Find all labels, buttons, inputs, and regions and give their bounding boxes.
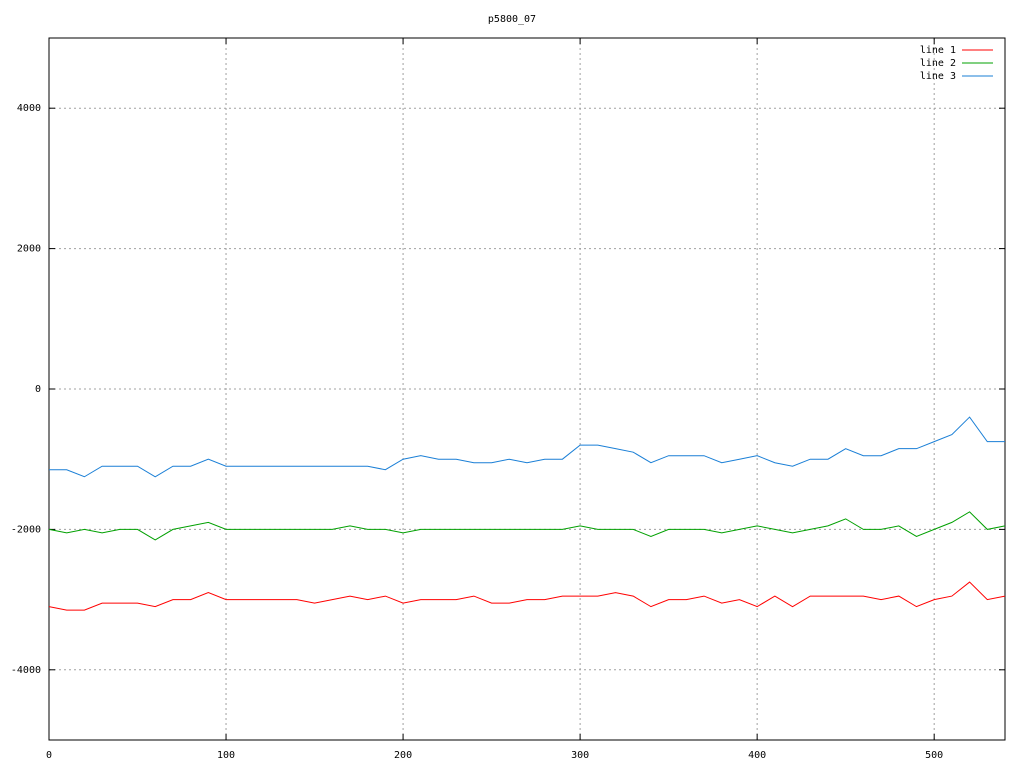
legend-label: line 1 — [920, 45, 956, 56]
x-tick-label: 0 — [46, 750, 52, 761]
y-tick-label: 0 — [35, 384, 41, 395]
x-tick-label: 500 — [925, 750, 943, 761]
chart-title: p5800_07 — [488, 14, 536, 25]
y-tick-label: 2000 — [17, 244, 41, 255]
plot-frame — [48, 37, 1006, 741]
y-tick-label: 4000 — [17, 103, 41, 114]
y-tick-label: -4000 — [11, 665, 41, 676]
data-line — [48, 511, 1006, 541]
y-tick-label: -2000 — [11, 524, 41, 535]
legend-label: line 3 — [920, 71, 956, 82]
data-line — [48, 581, 1006, 611]
legend-label: line 2 — [920, 58, 956, 69]
x-tick-label: 200 — [394, 750, 412, 761]
x-tick-label: 300 — [571, 750, 589, 761]
x-tick-label: 400 — [748, 750, 766, 761]
x-tick-label: 100 — [217, 750, 235, 761]
data-line — [49, 416, 1005, 478]
